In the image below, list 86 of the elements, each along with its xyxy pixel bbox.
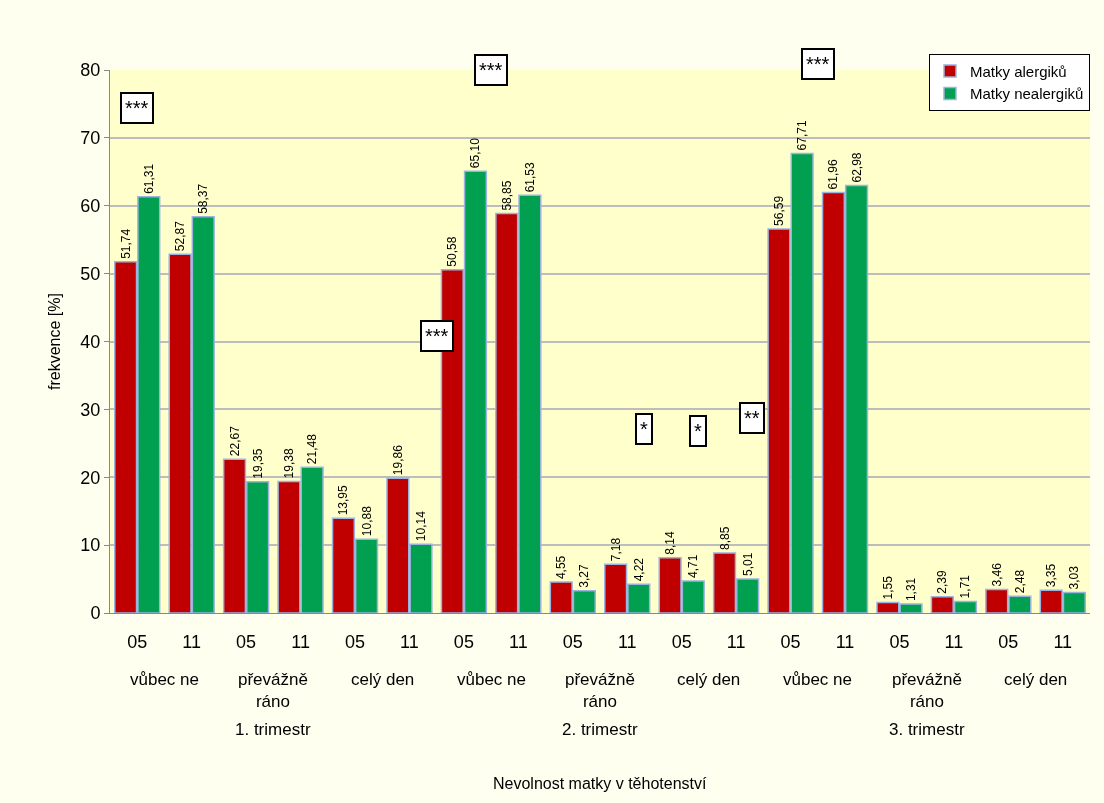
data-label: 19,38 (281, 448, 296, 479)
y-tick-label: 40 (80, 331, 101, 352)
data-label: 61,53 (522, 162, 537, 193)
data-label: 19,35 (250, 448, 265, 479)
data-label: 2,39 (935, 570, 950, 594)
data-label: 3,46 (989, 562, 1004, 587)
data-label: 1,55 (880, 575, 895, 600)
annotation: ** (744, 407, 760, 429)
text: 3. trimestr (889, 720, 965, 739)
data-label: 3,35 (1044, 563, 1059, 588)
y-tick-label: 0 (90, 603, 101, 624)
data-label: 22,67 (227, 425, 242, 457)
data-label: 61,31 (141, 163, 156, 194)
text: celý den (1004, 670, 1068, 689)
data-label: 3,27 (577, 564, 592, 588)
x-tick-label: 11 (617, 631, 637, 652)
data-label: 4,22 (631, 557, 646, 582)
data-label: 19,86 (390, 444, 405, 476)
data-label: 58,37 (196, 183, 211, 214)
data-label: 56,59 (771, 195, 786, 226)
y-tick-label: 30 (80, 399, 101, 420)
x-tick-label: 05 (236, 631, 257, 652)
x-tick-label: 05 (453, 631, 474, 652)
x-tick-label: 11 (726, 631, 746, 652)
data-label: 51,74 (118, 228, 133, 259)
x-tick-label: 05 (998, 631, 1019, 652)
text: vůbec ne (130, 670, 199, 689)
text: 1. trimestr (235, 720, 311, 739)
text: převážně ráno (565, 670, 635, 712)
text: 2. trimestr (562, 720, 638, 739)
annotation: *** (125, 97, 149, 119)
data-label: 4,55 (554, 555, 569, 580)
text: Nevolnost matky v těhotenství (493, 775, 707, 792)
x-tick-label: 11 (1053, 631, 1073, 652)
y-tick-label: 70 (80, 128, 101, 149)
data-label: 8,85 (717, 526, 732, 550)
annotation: *** (479, 59, 503, 81)
data-label: 13,95 (336, 484, 351, 516)
x-tick-label: 11 (944, 631, 964, 652)
y-tick-label: 10 (80, 535, 101, 556)
data-label: 10,14 (414, 510, 429, 542)
annotation: *** (806, 53, 830, 75)
data-label: 4,71 (686, 554, 701, 579)
data-label: 3,03 (1067, 565, 1082, 590)
y-tick-label: 50 (80, 263, 101, 284)
data-label: 67,71 (795, 120, 810, 151)
data-label: 2,48 (1012, 569, 1027, 594)
x-tick-label: 05 (889, 631, 910, 652)
legend-label: Matky alergiků (970, 62, 1067, 80)
data-label: 21,48 (305, 433, 320, 465)
x-tick-label: 11 (291, 631, 310, 652)
data-label: 1,71 (958, 574, 973, 599)
x-tick-label: 11 (508, 631, 528, 652)
x-tick-label: 11 (400, 631, 419, 652)
text: celý den (351, 670, 415, 689)
annotation: *** (425, 325, 449, 347)
data-label: 62,98 (849, 152, 864, 183)
data-label: 1,31 (904, 577, 919, 602)
data-label: 61,96 (826, 159, 841, 190)
text: převážně ráno (892, 670, 962, 712)
y-tick-label: 60 (80, 196, 101, 217)
data-label: 8,14 (663, 531, 678, 555)
x-tick-label: 11 (835, 631, 855, 652)
x-tick-label: 05 (780, 631, 801, 652)
x-tick-label: 05 (671, 631, 692, 652)
data-label: 7,18 (608, 537, 623, 562)
text: převážně ráno (238, 670, 308, 712)
legend-label: Matky nealergiků (970, 85, 1084, 103)
data-label: 65,10 (468, 137, 483, 169)
x-tick-label: 05 (344, 631, 366, 652)
text: celý den (677, 670, 741, 689)
data-label: 50,58 (445, 236, 460, 267)
annotation: * (640, 418, 648, 440)
data-label: 10,88 (359, 505, 374, 537)
text: vůbec ne (783, 670, 852, 689)
annotation: * (694, 420, 702, 442)
y-tick-label: 80 (80, 60, 101, 81)
data-label: 52,87 (173, 220, 188, 252)
data-label: 5,01 (740, 552, 755, 576)
data-label: 58,85 (499, 180, 514, 211)
x-tick-label: 11 (182, 631, 202, 652)
y-tick-label: 20 (80, 467, 101, 488)
y-axis-title: frekvence [%] (46, 293, 64, 390)
x-tick-label: 05 (562, 631, 583, 652)
text: vůbec ne (457, 670, 526, 689)
x-tick-label: 05 (127, 631, 148, 652)
